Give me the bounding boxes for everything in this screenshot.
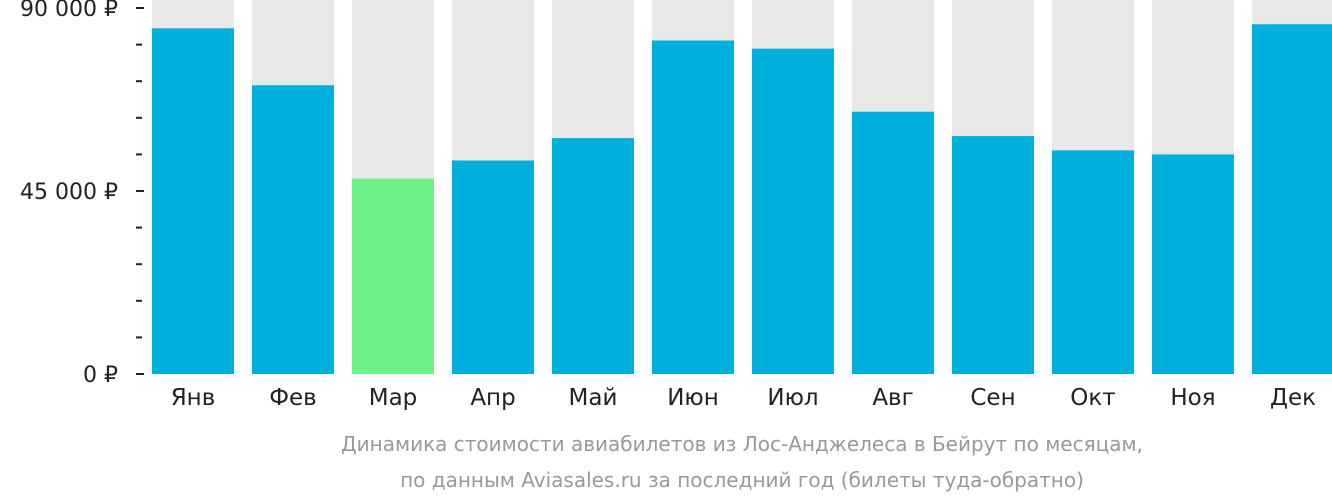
bar-9 (952, 136, 1034, 374)
x-tick-label: Дек (1270, 385, 1316, 411)
bar-10 (1052, 150, 1134, 374)
x-tick-label: Фев (269, 385, 317, 411)
x-tick-label: Апр (470, 385, 515, 411)
bar-2 (252, 85, 334, 375)
chart-caption-line-2: по данным Aviasales.ru за последний год … (400, 468, 1084, 492)
x-tick-label: Июл (767, 385, 818, 411)
x-tick-label: Мар (369, 385, 418, 411)
y-tick-label: 0 ₽ (83, 363, 118, 388)
y-tick-label: 90 000 ₽ (20, 0, 118, 22)
bar-chart-svg: 0 ₽ 45 000 ₽ 90 000 ₽ Янв Фев Мар Апр Май Июн Июл… (20, 0, 1332, 411)
x-tick-label: Май (569, 385, 618, 411)
bar-6 (652, 40, 734, 375)
bar-4 (452, 160, 534, 374)
x-tick-label: Окт (1070, 385, 1115, 411)
bar-3 (352, 178, 434, 374)
x-tick-label: Сен (970, 385, 1015, 411)
bar-5 (552, 138, 634, 374)
x-tick-label: Июн (667, 385, 719, 411)
bar-12 (1252, 24, 1332, 375)
x-tick-label: Янв (171, 385, 216, 411)
x-tick-label: Ноя (1170, 385, 1215, 411)
chart-caption-line-1: Динамика стоимости авиабилетов из Лос-Ан… (341, 432, 1143, 456)
bar-1 (152, 28, 234, 374)
bar-11 (1152, 154, 1234, 374)
y-tick-label: 45 000 ₽ (20, 180, 118, 205)
bar-7 (752, 48, 834, 375)
bar-8 (852, 111, 934, 374)
x-tick-label: Авг (872, 385, 913, 411)
